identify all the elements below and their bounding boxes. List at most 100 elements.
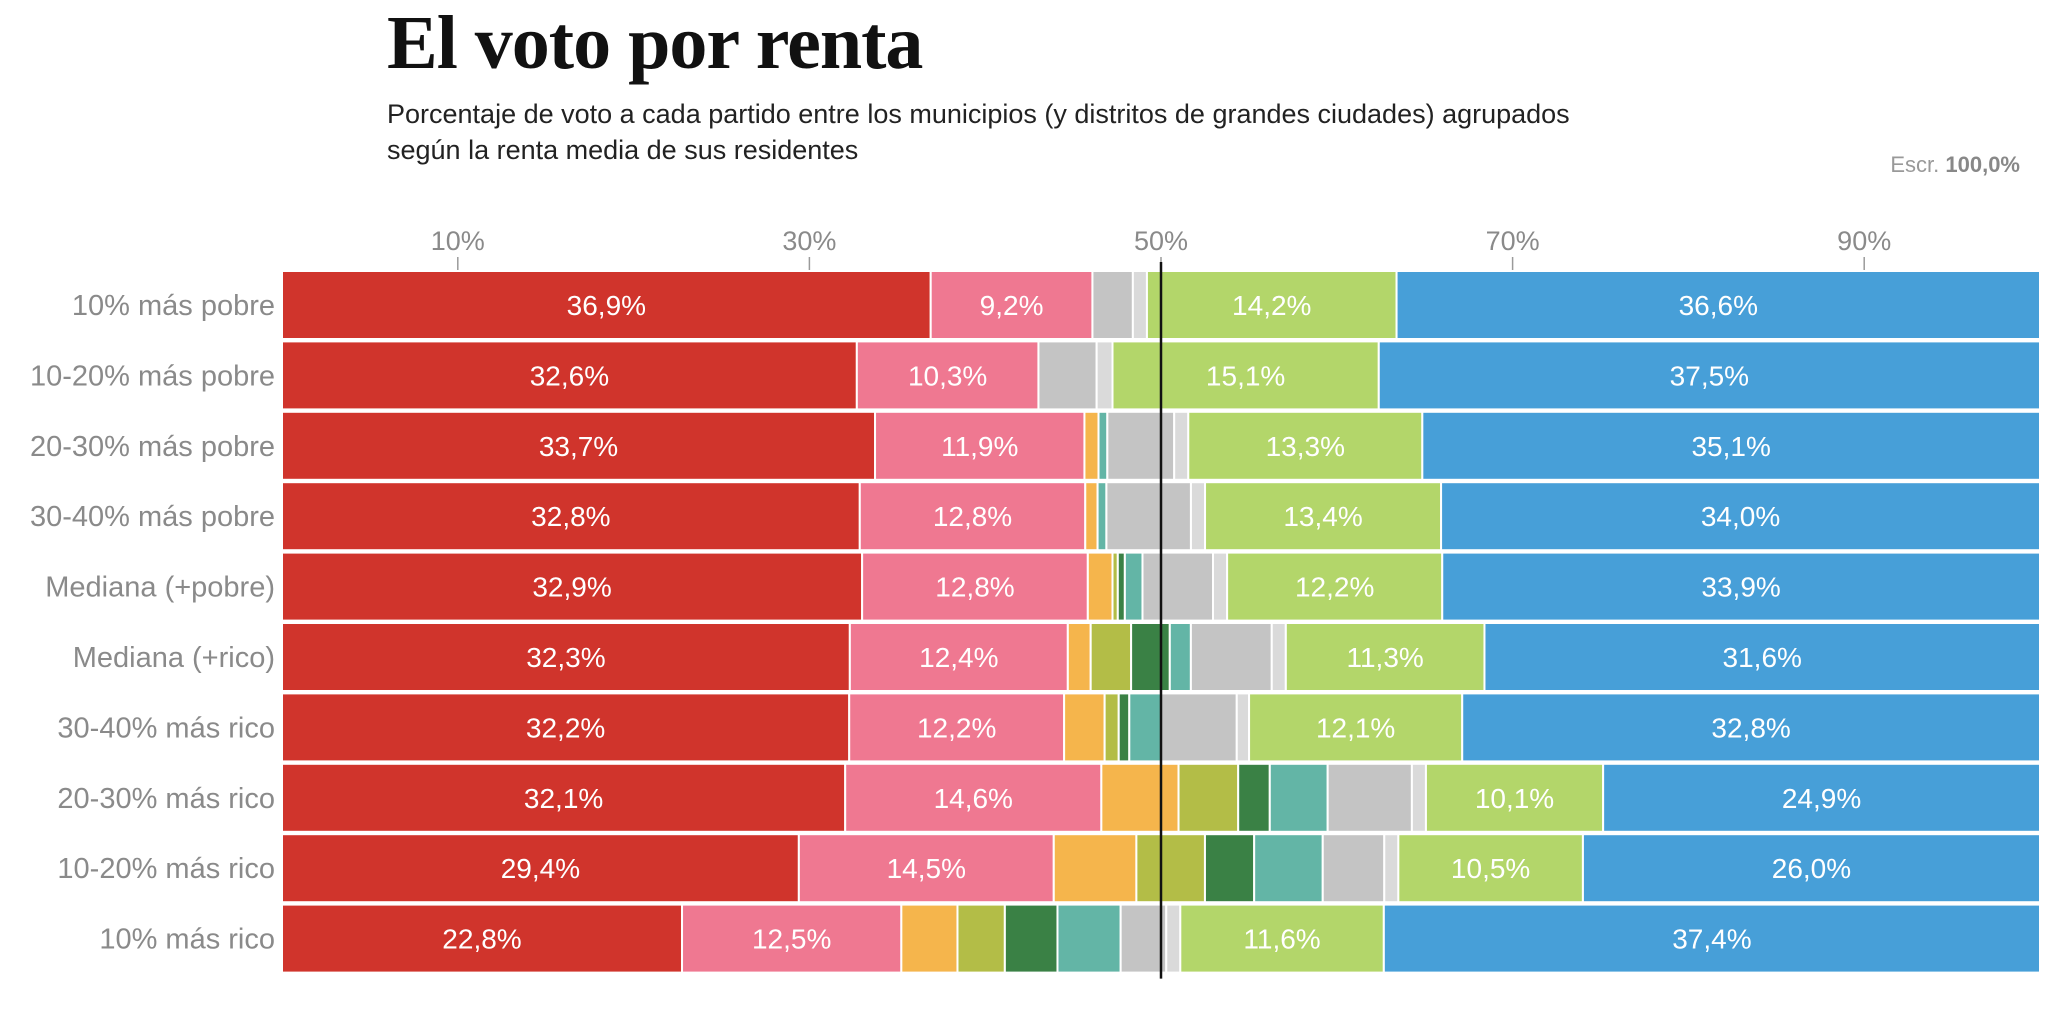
bar-segment <box>1128 692 1163 763</box>
bar-segment <box>1135 833 1206 904</box>
bar-segment <box>281 270 932 340</box>
bar-segment <box>844 762 1103 833</box>
data-label: 37,5% <box>1670 360 1749 391</box>
bar-segment <box>1106 410 1176 481</box>
bar-segment <box>1131 270 1148 340</box>
bar-segment <box>1052 833 1138 904</box>
bar-segment <box>861 551 1089 622</box>
data-label: 26,0% <box>1772 853 1851 884</box>
bar-segment <box>1145 270 1398 340</box>
category-label: 10% más rico <box>99 924 275 956</box>
bar-segment <box>1212 551 1229 622</box>
bar-segment <box>1421 410 2041 481</box>
bar-segment <box>874 410 1086 481</box>
bar-segment <box>1382 903 2041 974</box>
bar-segment <box>281 833 800 904</box>
data-label: 36,9% <box>567 290 646 321</box>
bar-segment <box>1086 551 1114 622</box>
bar-segment <box>1397 833 1584 904</box>
x-tick-label: 30% <box>782 226 836 256</box>
bar-segment <box>1424 762 1605 833</box>
bar-segment <box>1581 833 2042 904</box>
data-label: 32,2% <box>526 712 605 743</box>
escrutinio-indicator: Escr. 100,0% <box>1890 152 2020 178</box>
bar-segment <box>281 410 877 481</box>
bar-segment <box>1235 692 1251 763</box>
data-label: 31,6% <box>1723 642 1802 673</box>
x-tick-label: 70% <box>1486 226 1540 256</box>
data-label: 14,2% <box>1232 290 1311 321</box>
bar-segment <box>858 481 1087 552</box>
bar-segment <box>1326 762 1413 833</box>
bar-segment <box>1063 692 1106 763</box>
data-label: 32,8% <box>1711 712 1790 743</box>
data-label: 29,4% <box>501 853 580 884</box>
bar-segment <box>1321 833 1386 904</box>
bar-segment <box>1037 340 1098 411</box>
x-tick-label: 50% <box>1134 226 1188 256</box>
bar-segment <box>1189 622 1273 692</box>
data-label: 32,3% <box>526 642 605 673</box>
data-label: 9,2% <box>980 290 1044 321</box>
bar-segment <box>1103 692 1120 763</box>
data-label: 35,1% <box>1691 431 1770 462</box>
bar-segment <box>1253 833 1324 904</box>
bar-segment <box>1187 410 1424 481</box>
bar-segment <box>848 692 1066 763</box>
bar-segment <box>848 622 1069 692</box>
bar-segment <box>855 340 1040 411</box>
bar-segment <box>1189 481 1207 552</box>
category-label: 10-20% más rico <box>57 853 275 885</box>
data-label: 32,9% <box>532 572 611 603</box>
bar-segment <box>1441 551 2041 622</box>
bar-segment <box>1056 903 1122 974</box>
bar-segment <box>1268 762 1329 833</box>
bar-segment <box>1123 551 1144 622</box>
data-label: 11,6% <box>1243 924 1320 955</box>
data-label: 12,4% <box>919 642 998 673</box>
data-label: 34,0% <box>1701 501 1780 532</box>
bar-segment <box>1083 410 1100 481</box>
data-label: 12,8% <box>935 572 1014 603</box>
bar-segment <box>1105 481 1192 552</box>
data-label: 15,1% <box>1206 360 1285 391</box>
data-label: 22,8% <box>442 924 521 955</box>
data-label: 12,5% <box>752 924 831 955</box>
bar-segment <box>281 762 847 833</box>
bar-segment <box>681 903 903 974</box>
bar-segment <box>1173 410 1190 481</box>
bar-segment <box>1100 762 1180 833</box>
bar-segment <box>1095 340 1114 411</box>
bar-segment <box>1602 762 2041 833</box>
category-label: 20-30% más pobre <box>30 431 275 463</box>
data-label: 24,9% <box>1782 783 1861 814</box>
data-label: 12,8% <box>933 501 1012 532</box>
data-label: 12,1% <box>1316 712 1395 743</box>
category-label: 30-40% más rico <box>57 712 275 744</box>
bar-segment <box>1165 903 1182 974</box>
bar-segment <box>956 903 1006 974</box>
data-label: 14,5% <box>887 853 966 884</box>
data-label: 33,7% <box>539 431 618 462</box>
bar-segment <box>1461 692 2041 763</box>
data-label: 33,9% <box>1701 572 1780 603</box>
escrutinio-value: 100,0% <box>1945 152 2020 177</box>
data-label: 32,8% <box>531 501 610 532</box>
data-label: 10,1% <box>1475 783 1554 814</box>
category-label: 20-30% más rico <box>57 783 275 815</box>
data-label: 12,2% <box>917 712 996 743</box>
bar-segment <box>1177 762 1240 833</box>
bar-segment <box>1141 551 1215 622</box>
x-tick-label: 10% <box>431 226 485 256</box>
bar-segment <box>281 481 861 552</box>
data-label: 36,6% <box>1679 290 1758 321</box>
bar-segment <box>1270 622 1287 692</box>
bar-segment <box>1119 903 1168 974</box>
category-label: 10% más pobre <box>72 290 275 322</box>
data-label: 32,1% <box>524 783 603 814</box>
bar-segment <box>1440 481 2041 552</box>
bar-segment <box>1410 762 1427 833</box>
category-label: Mediana (+pobre) <box>45 572 275 604</box>
category-label: Mediana (+rico) <box>73 642 275 674</box>
